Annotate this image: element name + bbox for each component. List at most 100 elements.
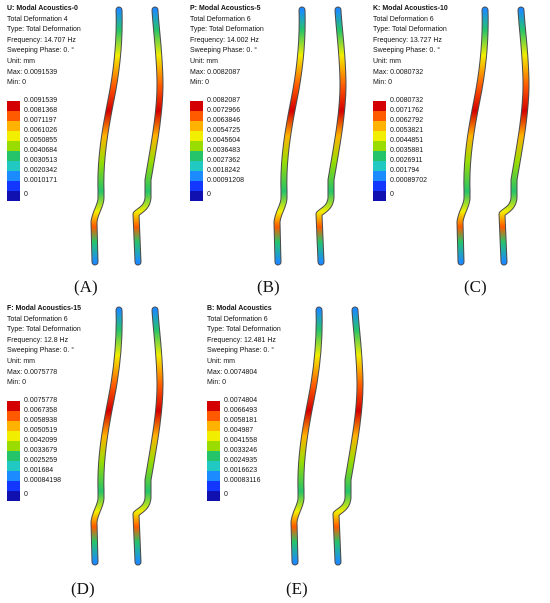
deformed-pipe-model — [273, 6, 347, 266]
legend-value-label: 0.0050519 — [24, 427, 58, 434]
legend-value-label: 0.0053821 — [390, 127, 424, 134]
pipe-right — [499, 7, 529, 265]
result-frequency: Frequency: 13.727 Hz — [373, 36, 442, 44]
legend-color-band — [207, 421, 220, 431]
legend-value-label: 0.0027362 — [207, 157, 241, 164]
legend-color-band — [7, 101, 20, 111]
color-legend: 0.0074804 0.0066493 0.0058181 0.004987 0.004… — [207, 397, 267, 507]
legend-color-band — [207, 411, 220, 421]
legend-value-label: 0.0050855 — [24, 137, 58, 144]
legend-value-label: 0.0066493 — [224, 407, 258, 414]
legend-value-label: 0 — [224, 491, 228, 498]
result-max: Max: 0.0075778 — [7, 368, 58, 376]
legend-value-label: 0.0026911 — [390, 157, 423, 164]
result-phase: Sweeping Phase: 0. ° — [7, 47, 75, 55]
legend-value-label: 0.001684 — [24, 467, 54, 474]
result-info: F: Modal Acoustics-15 Total Deformation … — [7, 304, 81, 389]
result-type-line: Total Deformation 6 — [373, 15, 434, 23]
legend-color-band — [373, 121, 386, 131]
legend-value-label: 0.0010171 — [24, 177, 58, 184]
legend-value-label: 0 — [207, 191, 211, 198]
legend-value-label: 0.0075778 — [24, 397, 58, 404]
result-unit: Unit: mm — [7, 57, 35, 65]
pipe-left — [457, 7, 488, 265]
legend-color-band — [190, 181, 203, 191]
legend-color-band — [190, 141, 203, 151]
result-min: Min: 0 — [373, 79, 393, 87]
result-phase: Sweeping Phase: 0. ° — [7, 347, 75, 355]
result-phase: Sweeping Phase: 0. ° — [207, 347, 275, 355]
legend-color-band — [190, 111, 203, 121]
legend-value-label: 0.0024935 — [224, 457, 258, 464]
legend-color-band — [7, 411, 20, 421]
legend-color-band — [207, 451, 220, 461]
result-unit: Unit: mm — [207, 357, 235, 365]
legend-value-label: 0 — [24, 191, 28, 198]
result-info: U: Modal Acoustics-0 Total Deformation 4… — [7, 4, 81, 89]
legend-color-band — [190, 131, 203, 141]
result-type-line: Total Deformation 6 — [207, 315, 268, 323]
legend-value-label: 0.0061026 — [24, 127, 58, 134]
legend-color-band — [373, 181, 386, 191]
legend-color-band — [207, 401, 220, 411]
legend-value-label: 0.0091539 — [24, 97, 58, 104]
legend-color-band — [207, 491, 220, 501]
result-panel-d: F: Modal Acoustics-15 Total Deformation … — [0, 300, 183, 600]
legend-value-label: 0.0041558 — [224, 437, 258, 444]
legend-color-band — [7, 451, 20, 461]
legend-value-label: 0.0080732 — [390, 97, 424, 104]
result-unit: Unit: mm — [190, 57, 218, 65]
result-panel-c: K: Modal Acoustics-10 Total Deformation … — [366, 0, 549, 300]
result-frequency: Frequency: 14.002 Hz — [190, 36, 259, 44]
result-type-line: Total Deformation 6 — [7, 315, 68, 323]
result-type-label: Type: Total Deformation — [7, 26, 81, 34]
legend-value-label: 0.00091208 — [207, 177, 244, 184]
legend-value-label: 0.0054725 — [207, 127, 241, 134]
legend-value-label: 0.0062792 — [390, 117, 424, 124]
result-frequency: Frequency: 12.8 Hz — [7, 336, 69, 344]
result-min: Min: 0 — [7, 379, 27, 387]
result-max: Max: 0.0074804 — [207, 368, 258, 376]
legend-color-band — [207, 461, 220, 471]
result-frequency: Frequency: 14.707 Hz — [7, 36, 76, 44]
legend-value-label: 0.0030513 — [24, 157, 58, 164]
result-type-line: Total Deformation 4 — [7, 15, 68, 23]
legend-color-band — [7, 401, 20, 411]
legend-value-label: 0.0042099 — [24, 437, 58, 444]
panel-caption: (E) — [286, 579, 308, 598]
legend-color-band — [190, 171, 203, 181]
panel-caption: (A) — [74, 277, 98, 296]
legend-color-band — [190, 121, 203, 131]
result-unit: Unit: mm — [7, 357, 35, 365]
legend-value-label: 0.004987 — [224, 427, 254, 434]
result-min: Min: 0 — [190, 79, 210, 87]
pipe-right — [133, 7, 163, 265]
legend-value-label: 0.0058181 — [224, 417, 258, 424]
result-title: U: Modal Acoustics-0 — [7, 5, 78, 12]
result-min: Min: 0 — [7, 79, 27, 87]
legend-color-band — [7, 131, 20, 141]
legend-color-band — [373, 151, 386, 161]
legend-value-label: 0.0018242 — [207, 167, 241, 174]
legend-color-band — [373, 161, 386, 171]
legend-value-label: 0.0081368 — [24, 107, 58, 114]
result-max: Max: 0.0082087 — [190, 68, 241, 76]
legend-value-label: 0.0036483 — [207, 147, 241, 154]
legend-color-band — [7, 431, 20, 441]
legend-color-band — [7, 471, 20, 481]
legend-color-band — [7, 151, 20, 161]
deformed-pipe-model — [290, 306, 364, 566]
legend-color-band — [190, 101, 203, 111]
legend-value-label: 0.0020342 — [24, 167, 58, 174]
legend-value-label: 0.0045604 — [207, 137, 241, 144]
result-type-label: Type: Total Deformation — [373, 26, 447, 34]
legend-color-band — [190, 191, 203, 201]
pipe-left — [91, 7, 122, 265]
legend-color-band — [7, 421, 20, 431]
result-max: Max: 0.0080732 — [373, 68, 424, 76]
deformed-pipe-model — [90, 306, 164, 566]
pipe-left — [91, 307, 122, 565]
legend-value-label: 0.0071197 — [24, 117, 57, 124]
result-unit: Unit: mm — [373, 57, 401, 65]
legend-color-band — [7, 191, 20, 201]
